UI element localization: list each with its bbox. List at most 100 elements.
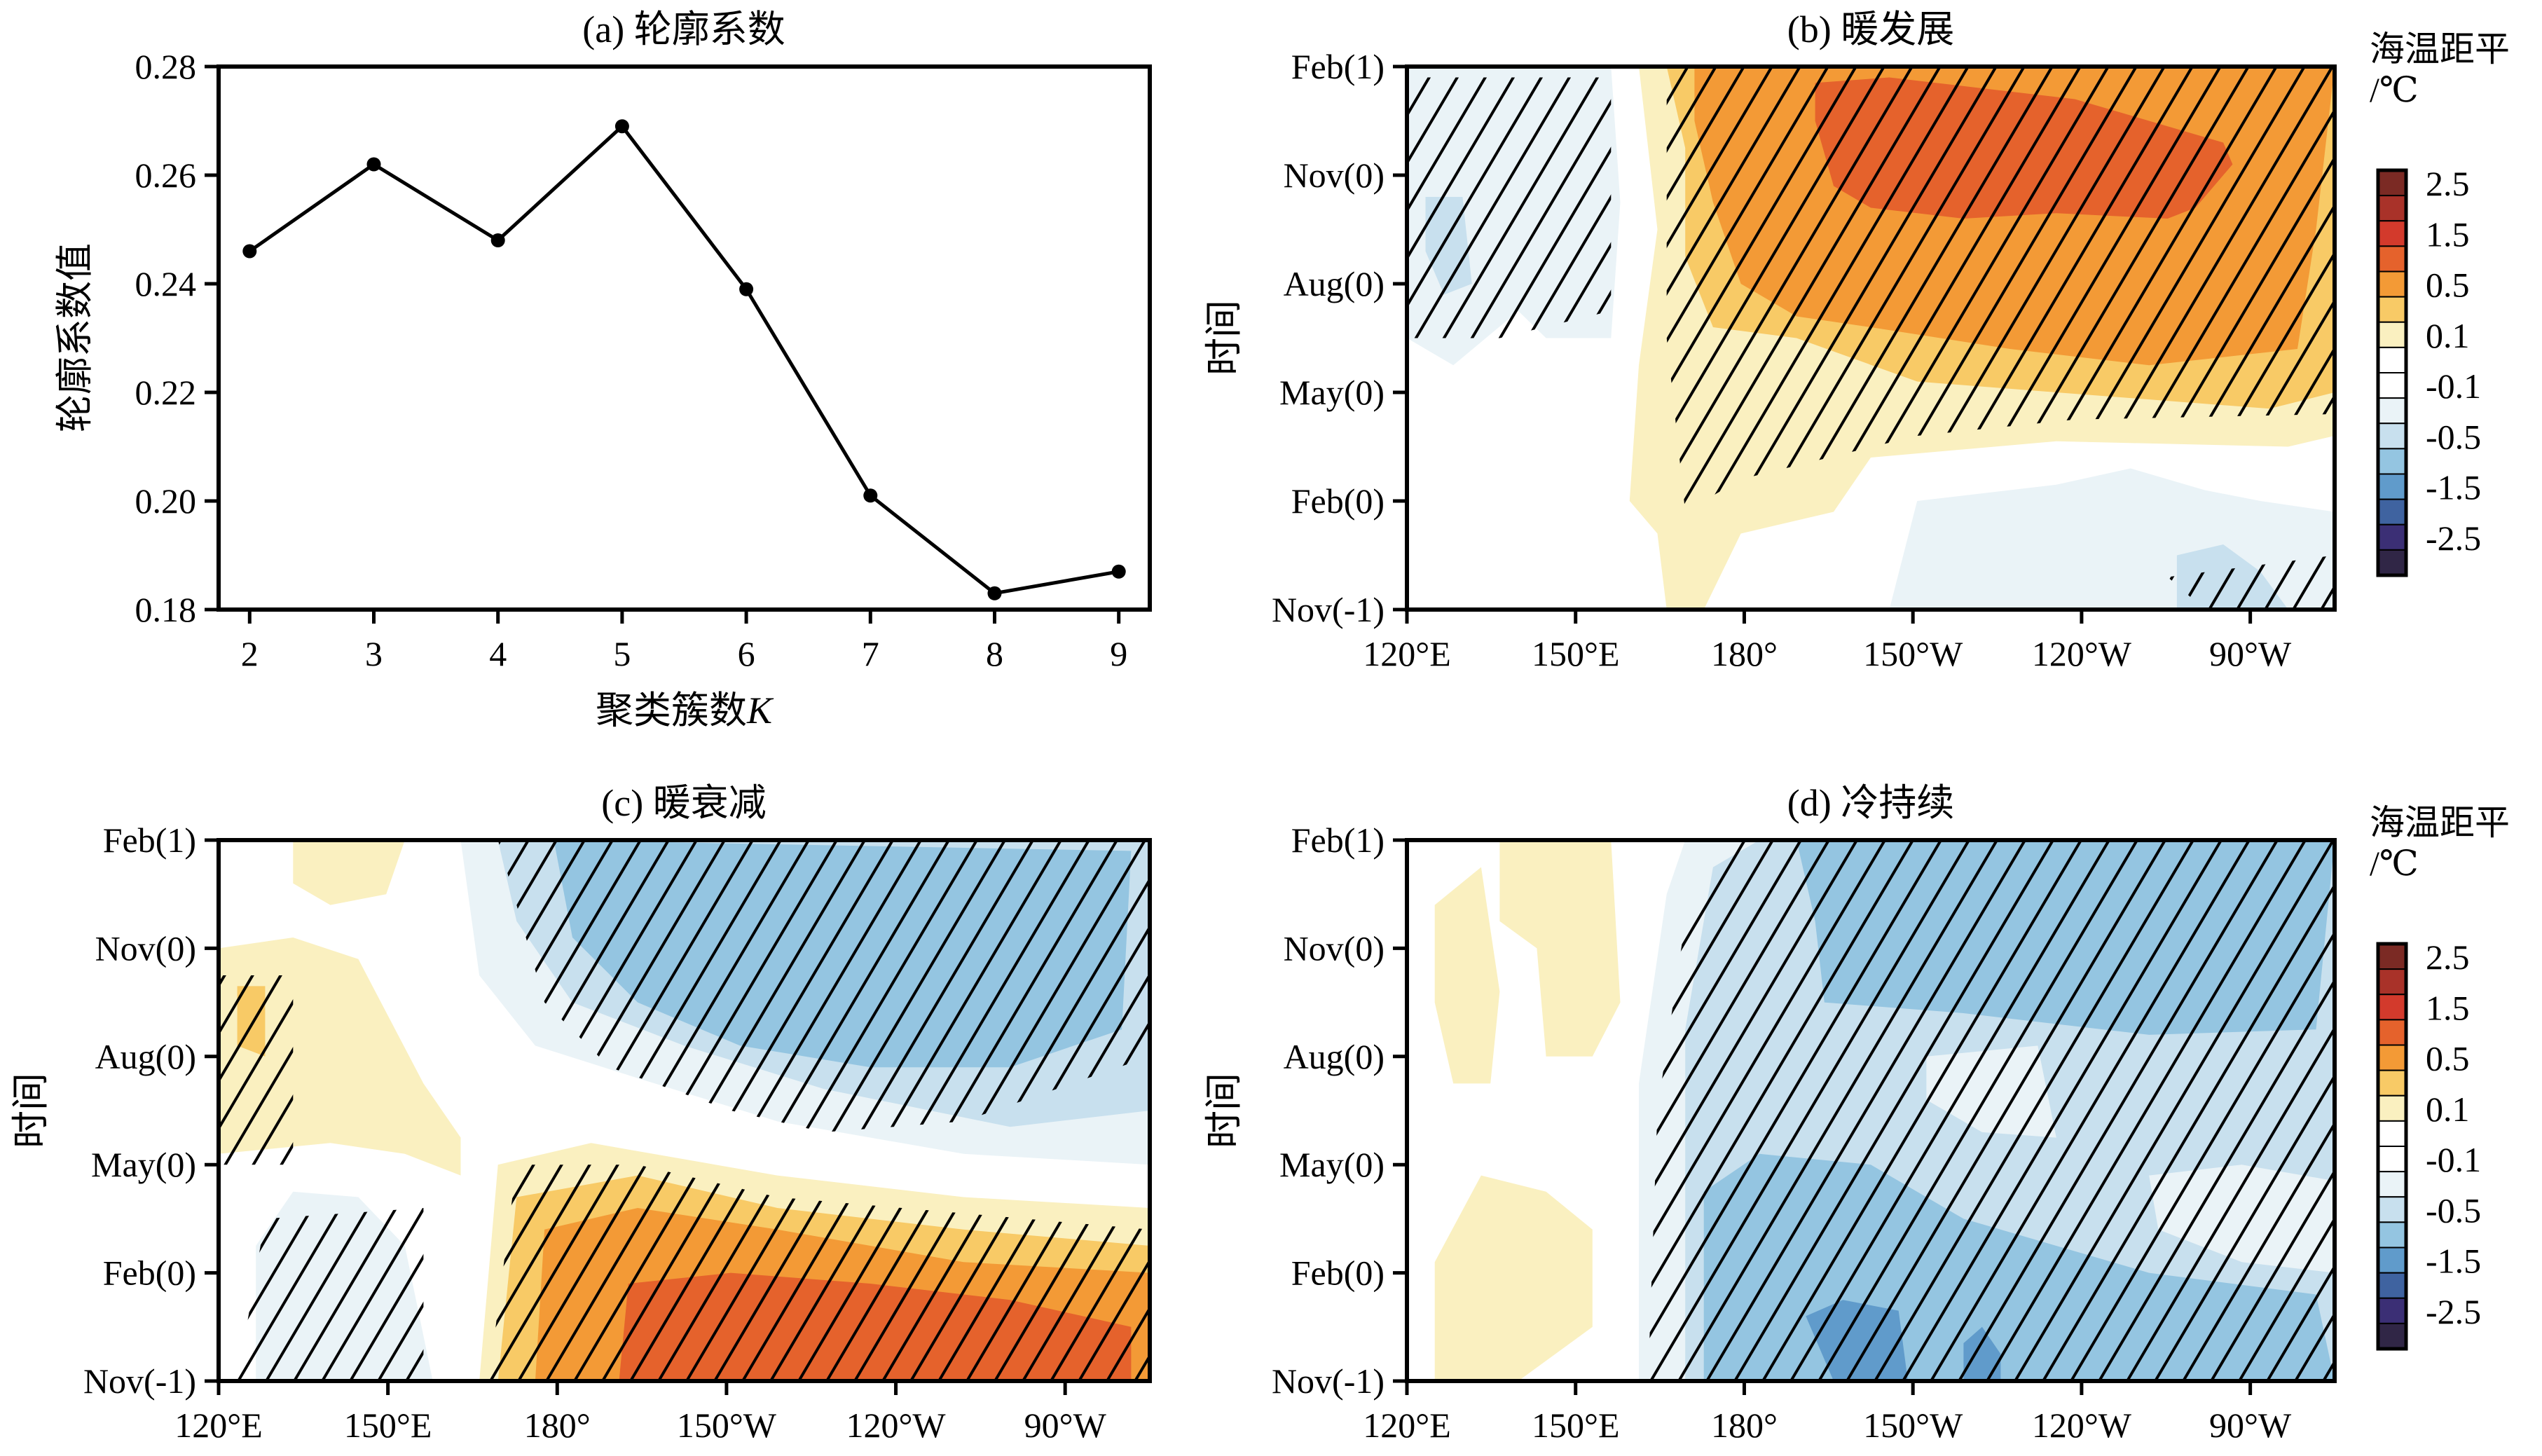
hatch-line — [1902, 840, 2222, 1381]
colorbar-bin — [2377, 994, 2407, 1021]
hatch-line — [321, 1208, 424, 1381]
colorbar-bin — [2377, 549, 2407, 576]
panel-a-x-axis-title-main: 聚类簇数 — [596, 689, 747, 732]
panel-b-title: (b) 暖发展 — [1787, 8, 1954, 50]
hatch-line — [601, 1165, 922, 1381]
hatch-line — [2152, 67, 2335, 512]
colorbar-tick-label: 0.1 — [2426, 316, 2470, 355]
colorbar-bin — [2377, 1171, 2407, 1198]
hatch-line — [1107, 840, 1425, 1381]
hatch-line — [1666, 67, 1773, 512]
hatch-line — [349, 1208, 424, 1381]
data-point-k7 — [863, 488, 878, 503]
y-tick-label: Nov(-1) — [1272, 1361, 1385, 1401]
hatch-line — [2489, 67, 2542, 610]
colorbar-tick-label: 1.5 — [2426, 988, 2470, 1027]
y-tick-label: 0.20 — [135, 481, 197, 521]
hatch-line — [2040, 67, 2335, 512]
hatch-line — [1666, 67, 1914, 512]
hatch-line — [1677, 840, 1998, 1381]
hatch-line — [1731, 67, 2054, 512]
hatch-line — [1649, 840, 1970, 1381]
x-tick-label: 150°E — [344, 1406, 432, 1445]
y-tick-label: Feb(0) — [103, 1254, 196, 1293]
data-point-k4 — [490, 233, 505, 247]
hatch-line — [1648, 840, 1886, 1381]
hatch-line — [1956, 67, 2278, 512]
hatch-line — [797, 1165, 1118, 1381]
x-tick-label: 120°W — [2032, 634, 2132, 673]
x-tick-label: 150°W — [1863, 1406, 1963, 1445]
colorbar-top-labels: 2.5 1.5 0.5 0.1 -0.1 -0.5 -1.5 -2.5 — [2426, 164, 2481, 558]
contour-region — [1815, 77, 2233, 219]
y-tick-label: Feb(1) — [103, 820, 196, 860]
hatch-line — [892, 67, 1211, 610]
colorbar-bin — [2377, 1246, 2407, 1274]
y-tick-label: 0.22 — [135, 373, 197, 412]
hatch-region — [488, 1165, 1150, 1381]
hatch-line — [1407, 77, 1612, 338]
x-tick-label: 120°W — [846, 1406, 946, 1445]
hatch-line — [2126, 840, 2335, 1381]
hatch-line — [1004, 67, 1324, 610]
y-tick-label: 0.28 — [135, 47, 197, 86]
hatch-line — [2182, 840, 2335, 1381]
y-tick-label: Nov(-1) — [83, 1361, 196, 1401]
x-tick-label: 180° — [524, 1406, 591, 1445]
hatch-line — [976, 67, 1296, 610]
colorbar-bin — [2377, 1221, 2407, 1249]
panel-c-frame — [217, 838, 1152, 1383]
y-tick-label: 0.18 — [135, 590, 197, 629]
hatch-line — [769, 840, 1090, 1132]
y-tick-label: Nov(-1) — [1272, 590, 1385, 629]
hatch-line — [2098, 840, 2335, 1381]
hatch-line — [1078, 1165, 1150, 1381]
hatch-line — [497, 840, 586, 1132]
hatch-line — [1675, 67, 1998, 512]
hatch-line — [2070, 840, 2335, 1381]
y-tick-label: Nov(0) — [1284, 156, 1385, 195]
hatch-region — [237, 1208, 424, 1381]
colorbar-bin — [2377, 943, 2407, 970]
x-tick-label: 120°E — [1363, 1406, 1451, 1445]
colorbar-bin — [2377, 245, 2407, 273]
x-tick-label: 120°W — [2032, 1406, 2132, 1445]
hatch-line — [1106, 1165, 1150, 1381]
colorbar-tick-label: -1.5 — [2426, 468, 2481, 507]
colorbar-bin — [2377, 270, 2407, 298]
panel-d-frame — [1405, 838, 2337, 1383]
hatch-line — [769, 1165, 1090, 1381]
x-tick-label: 3 — [365, 634, 383, 673]
x-tick-label: 150°W — [677, 1406, 777, 1445]
hatch-line — [1407, 77, 1577, 338]
x-tick-label: 150°E — [1532, 634, 1620, 673]
y-tick-label: Feb(0) — [1291, 481, 1385, 521]
hatch-line — [920, 67, 1239, 610]
colorbar-bin — [2377, 1146, 2407, 1173]
colorbar-tick-label: -1.5 — [2426, 1242, 2481, 1281]
hatch-line — [1407, 77, 1437, 338]
hatch-line — [2517, 67, 2542, 610]
x-tick-label: 90°W — [2209, 634, 2292, 673]
hatch-line — [265, 1208, 424, 1381]
x-tick-label: 6 — [738, 634, 755, 673]
colorbar-bottom-labels: 2.5 1.5 0.5 0.1 -0.1 -0.5 -1.5 -2.5 — [2426, 938, 2481, 1331]
hatch-line — [994, 1165, 1150, 1381]
hatch-line — [1899, 67, 2222, 512]
hatch-line — [657, 1165, 978, 1381]
contour-region — [1796, 840, 2335, 1035]
y-tick-label: Aug(0) — [1284, 1037, 1385, 1076]
hatch-line — [1032, 67, 1352, 610]
x-tick-label: 120°E — [1363, 634, 1451, 673]
hatch-line — [1032, 67, 1352, 610]
hatch-line — [892, 67, 1211, 610]
colorbar-bin — [2377, 296, 2407, 323]
hatch-line — [1146, 840, 1464, 1381]
hatch-line — [741, 1165, 1062, 1381]
x-tick-label: 7 — [862, 634, 879, 673]
y-tick-label: Nov(0) — [95, 928, 196, 968]
y-tick-label: Aug(0) — [1284, 264, 1385, 303]
hatch-line — [1088, 67, 1408, 610]
hatch-line — [1958, 840, 2279, 1381]
